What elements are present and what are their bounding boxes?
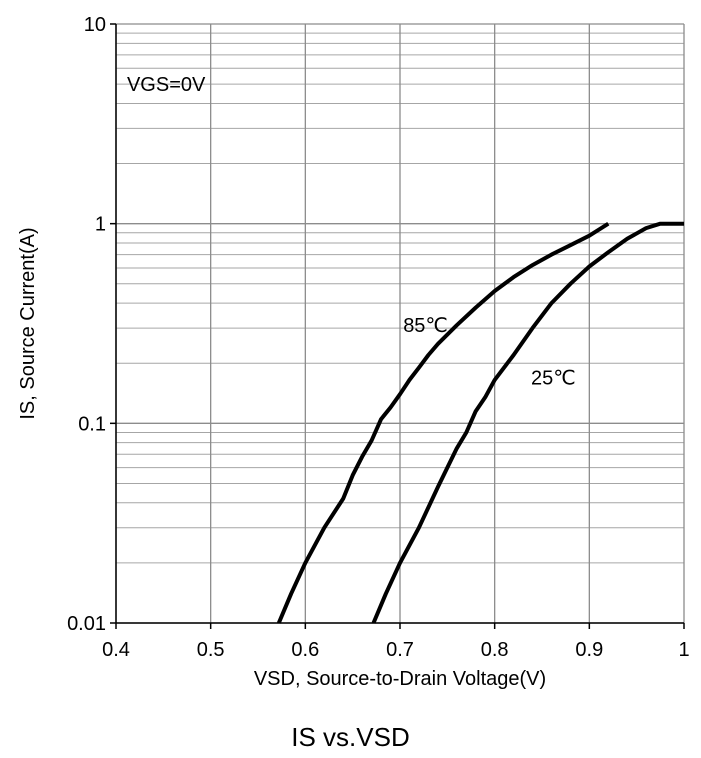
y-tick-label: 0.01 — [67, 613, 106, 635]
x-tick-label: 0.9 — [575, 639, 603, 661]
y-tick-label: 0.1 — [78, 413, 106, 435]
annotation-label: 85℃ — [403, 315, 448, 337]
x-axis-title: VSD, Source-to-Drain Voltage(V) — [254, 668, 546, 690]
x-tick-label: 1 — [678, 639, 689, 661]
x-tick-label: 0.8 — [481, 639, 509, 661]
chart-area: 0.4 0.5 0.6 0.7 0.8 0.9 1 0.01 0.1 1 10 VSD, Source… — [17, 14, 690, 690]
series-line-25c — [371, 221, 684, 624]
annotation-label: 25℃ — [531, 367, 576, 389]
x-tick-label: 0.6 — [291, 639, 319, 661]
annotation-label: VGS=0V — [127, 74, 206, 96]
y-axis-title: IS, Source Current(A) — [17, 227, 39, 419]
x-tick-label: 0.7 — [386, 639, 414, 661]
y-tick-label: 1 — [95, 214, 106, 236]
series-line-85c — [276, 222, 610, 624]
x-tick-label: 0.4 — [102, 639, 130, 661]
chart-caption: IS vs.VSD — [291, 722, 410, 752]
x-tick-label: 0.5 — [197, 639, 225, 661]
y-tick-label: 10 — [84, 14, 106, 36]
